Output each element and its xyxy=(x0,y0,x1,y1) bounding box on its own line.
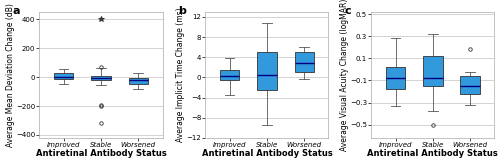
PathPatch shape xyxy=(128,78,148,84)
Y-axis label: Average Mean Deviation Change (dB): Average Mean Deviation Change (dB) xyxy=(6,3,15,147)
Text: b: b xyxy=(178,6,186,16)
PathPatch shape xyxy=(91,76,110,80)
Y-axis label: Average Visual Acuity Change (logMAR): Average Visual Acuity Change (logMAR) xyxy=(340,0,348,151)
PathPatch shape xyxy=(294,52,314,72)
PathPatch shape xyxy=(423,56,442,86)
PathPatch shape xyxy=(386,67,405,89)
Text: c: c xyxy=(344,6,351,16)
PathPatch shape xyxy=(460,76,480,94)
PathPatch shape xyxy=(54,73,74,79)
Y-axis label: Average Implicit Time Change (ms): Average Implicit Time Change (ms) xyxy=(176,8,185,142)
PathPatch shape xyxy=(257,52,276,90)
X-axis label: Antiretinal Antibody Status: Antiretinal Antibody Status xyxy=(36,149,166,158)
PathPatch shape xyxy=(220,70,240,80)
Text: a: a xyxy=(12,6,20,16)
X-axis label: Antiretinal Antibody Status: Antiretinal Antibody Status xyxy=(368,149,498,158)
X-axis label: Antiretinal Antibody Status: Antiretinal Antibody Status xyxy=(202,149,332,158)
